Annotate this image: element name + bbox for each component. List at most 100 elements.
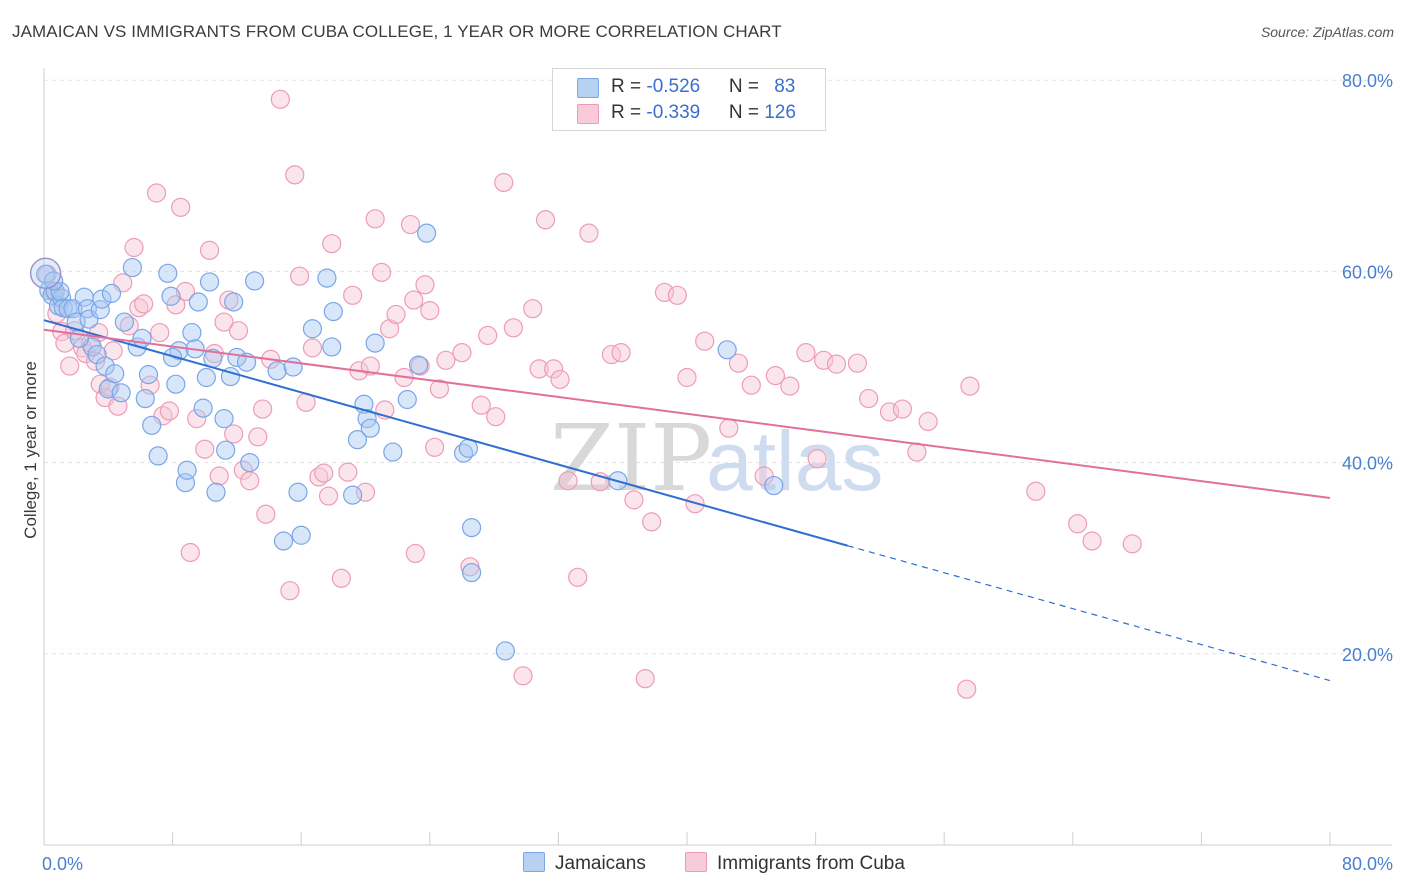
cuba-point bbox=[436, 350, 456, 370]
jamaican-point bbox=[206, 482, 226, 502]
jamaican-point bbox=[764, 475, 784, 496]
jamaican-point bbox=[148, 446, 168, 466]
jamaican-point bbox=[163, 347, 183, 368]
cuba-point bbox=[523, 299, 543, 319]
jamaican-point bbox=[182, 322, 202, 343]
cuba-point bbox=[635, 669, 655, 689]
jamaican-point bbox=[105, 364, 125, 384]
jamaican-point bbox=[214, 409, 234, 429]
jamaican-point bbox=[36, 264, 56, 284]
cuba-point bbox=[360, 356, 380, 376]
cuba-point bbox=[253, 399, 273, 419]
jamaican-point bbox=[199, 272, 220, 292]
jamaican-point bbox=[495, 641, 515, 661]
jamaican-point bbox=[132, 328, 152, 348]
y-axis-label: College, 1 year or more bbox=[21, 361, 40, 539]
axes bbox=[43, 68, 1392, 846]
cuba-point bbox=[826, 354, 847, 374]
jamaican-point bbox=[383, 442, 403, 462]
cuba-point bbox=[318, 486, 339, 506]
cuba-point bbox=[807, 449, 827, 469]
jamaican-point bbox=[343, 485, 363, 505]
legend-n-label: N = bbox=[728, 102, 765, 123]
cuba-point bbox=[248, 427, 268, 447]
jamaican-point bbox=[408, 355, 429, 375]
chart-title: JAMAICAN VS IMMIGRANTS FROM CUBA COLLEGE… bbox=[12, 22, 782, 41]
jamaican-point bbox=[114, 312, 134, 332]
cuba-point bbox=[85, 351, 106, 371]
jamaican-point bbox=[360, 418, 380, 438]
jamaican-point bbox=[122, 257, 143, 278]
legend-r-label: R = bbox=[611, 76, 647, 97]
cuba-point bbox=[214, 312, 234, 332]
correlation-legend: R = -0.526 N = 83 R = -0.339 N = 126 bbox=[552, 68, 826, 131]
jamaican-point bbox=[717, 340, 737, 360]
cuba-point bbox=[558, 471, 578, 491]
cuba-point bbox=[957, 679, 977, 699]
cuba-point bbox=[338, 462, 358, 482]
cuba-point bbox=[150, 322, 170, 343]
cuba-point bbox=[224, 424, 244, 444]
y-tick-label: 80.0% bbox=[1342, 71, 1393, 91]
jamaican-point bbox=[44, 271, 64, 291]
cuba-point bbox=[486, 407, 506, 427]
y-tick-label: 40.0% bbox=[1342, 454, 1393, 474]
cuba-point bbox=[719, 418, 739, 438]
legend-r-value: -0.526 bbox=[646, 76, 701, 97]
cuba-point bbox=[624, 490, 644, 510]
jamaican-point bbox=[227, 347, 247, 368]
cuba-point bbox=[796, 343, 816, 363]
y-tick-label: 60.0% bbox=[1342, 262, 1393, 282]
jamaican-point bbox=[92, 289, 112, 309]
jamaican-point bbox=[244, 271, 265, 291]
cuba-point bbox=[331, 568, 351, 588]
cuba-point bbox=[907, 442, 927, 462]
cuba-point bbox=[400, 214, 421, 235]
jamaican-point bbox=[142, 415, 162, 435]
cuba-point bbox=[289, 266, 310, 286]
cuba-point bbox=[601, 344, 622, 365]
cuba-point bbox=[60, 356, 80, 376]
jamaican-point bbox=[291, 525, 311, 545]
cuba-point bbox=[228, 321, 249, 341]
jamaican-point bbox=[193, 398, 213, 418]
cuba-point bbox=[918, 411, 938, 432]
cuba-point bbox=[642, 512, 662, 532]
bottom-legend-jamaicans: Jamaicans bbox=[523, 852, 646, 875]
cuba-point bbox=[195, 439, 215, 459]
cuba-point bbox=[471, 395, 491, 415]
cuba-point bbox=[285, 165, 305, 185]
watermark-zip: ZIP bbox=[550, 405, 712, 512]
x-tick-label: 0.0% bbox=[42, 854, 83, 874]
jamaican-point bbox=[273, 531, 294, 551]
jamaican-point bbox=[224, 292, 244, 312]
tick-labels: 20.0% 40.0% 60.0% 80.0% 0.0% 80.0% bbox=[42, 71, 1393, 874]
cuba-point bbox=[124, 237, 144, 258]
cuba-point bbox=[425, 437, 445, 457]
cuba-point bbox=[892, 399, 913, 419]
jamaican-point bbox=[461, 562, 482, 583]
jamaican-point bbox=[177, 460, 197, 480]
cuba-point bbox=[695, 331, 715, 351]
cuba-point bbox=[175, 281, 196, 302]
cuba-point bbox=[452, 343, 472, 363]
cuba-point bbox=[187, 409, 207, 429]
cuba-point bbox=[960, 376, 980, 396]
cuba-point bbox=[611, 343, 631, 363]
legend-r-label: R = bbox=[611, 102, 647, 123]
bottom-legend-swatch-pink bbox=[685, 852, 707, 872]
cuba-point bbox=[543, 359, 564, 379]
jamaican-point bbox=[138, 365, 159, 385]
cuba-point bbox=[180, 542, 200, 563]
cuba-point bbox=[420, 300, 440, 321]
bottom-legend-label: Immigrants from Cuba bbox=[717, 853, 905, 874]
cuba-point bbox=[146, 183, 167, 203]
jamaican-point bbox=[288, 482, 308, 502]
cuba-point bbox=[550, 369, 570, 390]
cuba-point bbox=[415, 275, 435, 295]
jamaican-trend-line bbox=[43, 319, 849, 547]
cuba-point bbox=[728, 353, 749, 373]
cuba-point bbox=[240, 471, 260, 491]
cuba-point bbox=[103, 341, 123, 361]
legend-n-value: 83 bbox=[774, 76, 796, 97]
